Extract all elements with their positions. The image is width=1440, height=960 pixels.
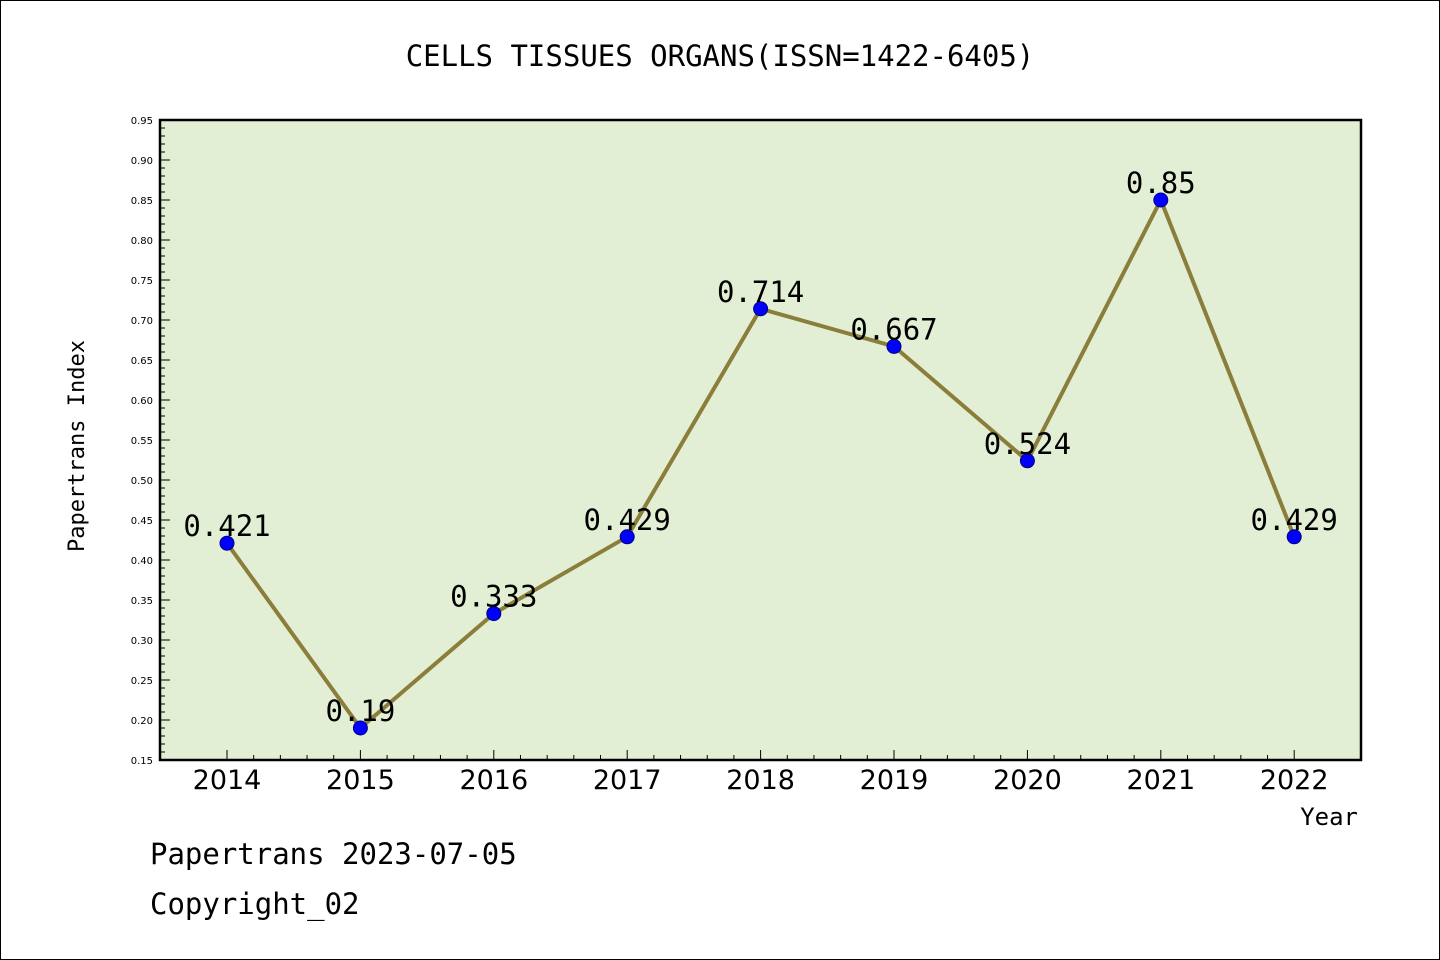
data-point [1286, 529, 1302, 545]
x-tick-label: 2015 [326, 765, 395, 796]
data-point [1153, 192, 1169, 208]
x-tick-label: 2017 [593, 765, 662, 796]
data-point [486, 606, 502, 622]
data-point [886, 338, 902, 354]
data-point [753, 301, 769, 317]
data-label: 0.429 [1251, 503, 1338, 537]
y-tick-label: 0.45 [131, 516, 153, 527]
data-label: 0.667 [850, 312, 937, 346]
y-tick-label: 0.35 [131, 596, 153, 607]
x-tick-label: 2018 [726, 765, 795, 796]
x-tick-label: 2016 [459, 765, 528, 796]
y-tick-label: 0.30 [131, 636, 153, 647]
data-label: 0.421 [183, 509, 270, 543]
x-axis-label: Year [1300, 803, 1358, 831]
x-tick-label: 2021 [1126, 765, 1195, 796]
y-tick-label: 0.85 [131, 196, 153, 207]
y-tick-label: 0.40 [131, 556, 153, 567]
data-point [219, 535, 235, 551]
y-tick-label: 0.80 [131, 236, 153, 247]
footer-copyright: Copyright_02 [150, 887, 360, 922]
x-tick-label: 2020 [993, 765, 1062, 796]
y-tick-label: 0.75 [131, 276, 153, 287]
x-tick-label: 2019 [860, 765, 929, 796]
y-tick-label: 0.60 [131, 396, 153, 407]
data-point [352, 720, 368, 736]
plot-background [160, 120, 1361, 760]
data-label: 0.524 [984, 427, 1071, 461]
y-tick-label: 0.25 [131, 676, 153, 687]
y-tick-label: 0.70 [131, 316, 153, 327]
plot-border [158, 118, 1363, 762]
data-label: 0.19 [325, 694, 395, 728]
data-label: 0.85 [1126, 166, 1196, 200]
y-tick-label: 0.95 [131, 116, 153, 127]
plot-area: 0.15 0.20 0.25 0.30 0.35 0.40 0.45 0.50 0.55 0.60… [131, 116, 1363, 796]
data-label: 0.429 [584, 503, 671, 537]
data-label: 0.333 [450, 580, 537, 614]
chart-title: CELLS TISSUES ORGANS(ISSN=1422-6405) [406, 39, 1035, 73]
y-axis-label: Papertrans Index [65, 340, 90, 552]
data-point [619, 529, 635, 545]
y-tick-label: 0.15 [131, 756, 153, 767]
y-tick-label: 0.90 [131, 156, 153, 167]
y-tick-label: 0.65 [131, 356, 153, 367]
footer-date: Papertrans 2023-07-05 [150, 837, 517, 871]
x-tick-label: 2014 [193, 765, 262, 796]
y-tick-label: 0.55 [131, 436, 153, 447]
y-tick-label: 0.50 [131, 476, 153, 487]
x-tick-label: 2022 [1260, 765, 1329, 796]
data-point [1019, 453, 1035, 469]
data-label: 0.714 [717, 275, 804, 309]
y-tick-label: 0.20 [131, 716, 153, 727]
